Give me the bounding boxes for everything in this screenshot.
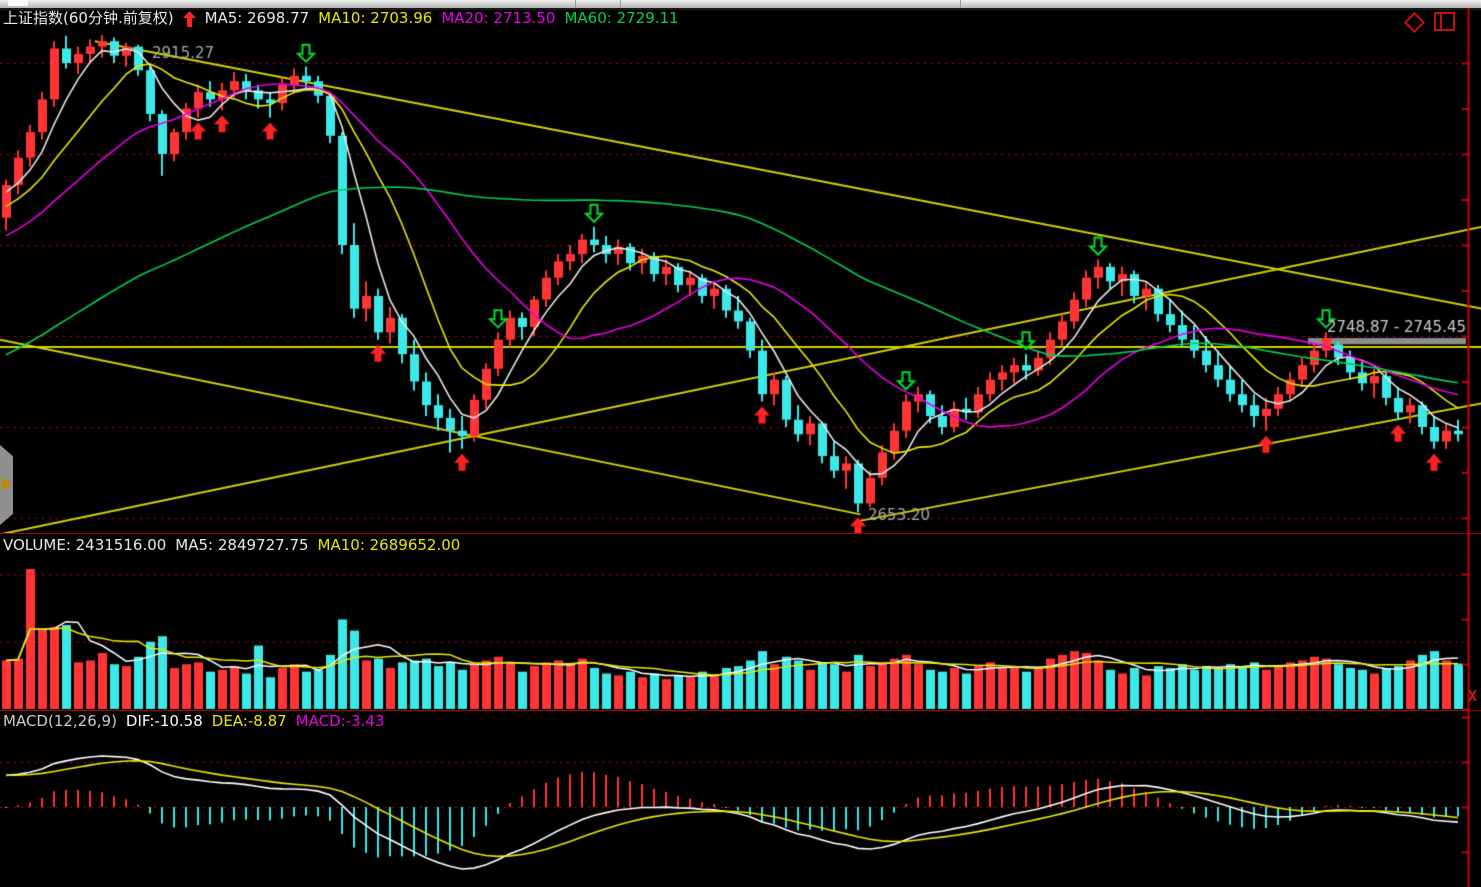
price-pane: 上证指数(60分钟.前复权) MA5: 2698.77 MA10: 2703.9… <box>0 8 1481 533</box>
toolbar-divider <box>960 0 961 8</box>
dea-value: DEA:-8.87 <box>211 712 287 730</box>
split-window-icon[interactable] <box>1434 12 1455 31</box>
ma10-value: MA10: 2703.96 <box>318 9 433 27</box>
volume-chart-canvas[interactable] <box>0 534 1481 710</box>
macd-value: MACD:-3.43 <box>295 712 385 730</box>
volume-pane-legend: VOLUME: 2431516.00 MA5: 2849727.75 MA10:… <box>3 537 460 554</box>
pane-separator <box>0 533 1481 534</box>
macd-pane-legend: MACD(12,26,9) DIF:-10.58 DEA:-8.87 MACD:… <box>3 713 385 730</box>
toolbar-divider <box>620 0 621 8</box>
volume-pane-close-button[interactable]: X <box>1468 687 1478 705</box>
pane-separator <box>0 710 1481 711</box>
toolbar-divider <box>575 0 576 8</box>
price-chart-canvas[interactable] <box>0 8 1481 533</box>
ma20-value: MA20: 2713.50 <box>441 9 556 27</box>
ma60-value: MA60: 2729.11 <box>564 9 679 27</box>
sidebar-expand-handle[interactable] <box>0 445 13 525</box>
macd-pane: MACD(12,26,9) DIF:-10.58 DEA:-8.87 MACD:… <box>0 711 1481 887</box>
volume-ma10-value: MA10: 2689652.00 <box>317 536 461 554</box>
volume-ma5-value: MA5: 2849727.75 <box>175 536 309 554</box>
macd-name: MACD(12,26,9) <box>3 712 117 730</box>
price-pane-legend: 上证指数(60分钟.前复权) MA5: 2698.77 MA10: 2703.9… <box>3 10 679 27</box>
split-window-icon-bar <box>1440 14 1442 29</box>
dif-value: DIF:-10.58 <box>125 712 203 730</box>
chart-title: 上证指数(60分钟.前复权) <box>3 9 174 27</box>
toolbar-fragment <box>8 0 28 6</box>
expand-arrow-icon <box>2 477 11 491</box>
up-arrow-icon <box>182 10 196 27</box>
volume-pane: VOLUME: 2431516.00 MA5: 2849727.75 MA10:… <box>0 534 1481 710</box>
macd-chart-canvas[interactable] <box>0 711 1481 887</box>
volume-value: VOLUME: 2431516.00 <box>3 536 167 554</box>
ma5-value: MA5: 2698.77 <box>204 9 310 27</box>
